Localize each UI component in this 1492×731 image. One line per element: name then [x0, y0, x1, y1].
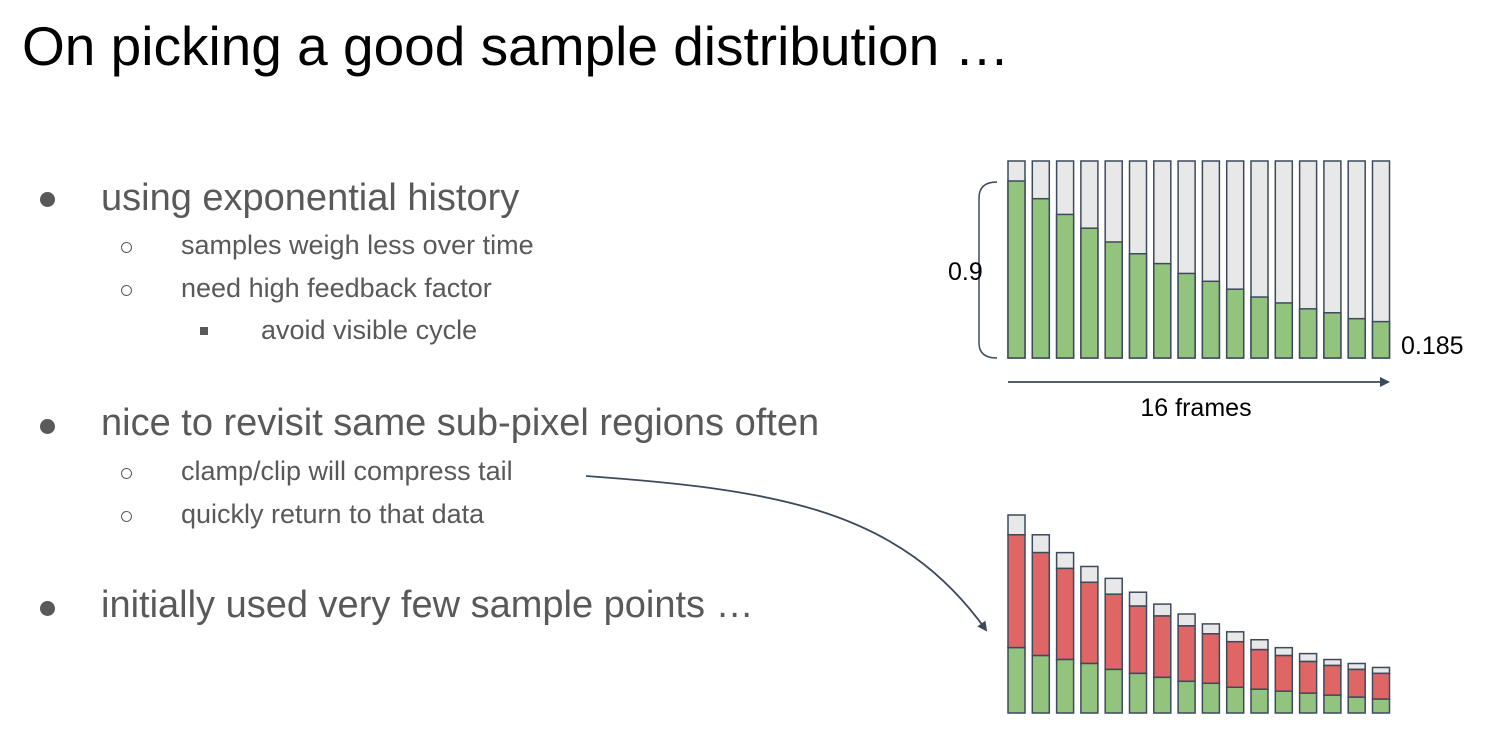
top-bar-chart	[1007, 160, 1391, 359]
bar-remaining	[1177, 613, 1196, 627]
bullet-text: initially used very few sample points …	[101, 584, 754, 626]
bar-weight	[1298, 692, 1318, 714]
bar-clipped	[1055, 567, 1075, 661]
bar-clipped	[1177, 625, 1196, 683]
bullet-dot-icon	[37, 598, 57, 618]
bar-clipped	[1153, 615, 1172, 679]
bottom-bar-chart	[1007, 514, 1391, 714]
bar-weight	[1031, 654, 1051, 714]
bar-weight	[1347, 317, 1366, 359]
bar-weight	[1274, 690, 1294, 714]
bar-remaining	[1371, 666, 1391, 675]
bullet-text: samples weigh less over time	[181, 230, 534, 260]
frames-axis-label: 16 frames	[1140, 394, 1251, 422]
bullet-dot-icon	[37, 416, 57, 436]
bar-remaining	[1153, 603, 1172, 617]
bar-weight	[1007, 646, 1026, 714]
bar-remaining	[1250, 638, 1269, 651]
bar-remaining	[1347, 662, 1366, 671]
top-end-label: 0.185	[1401, 332, 1464, 360]
bar-weight	[1250, 296, 1269, 359]
bar-clipped	[1323, 664, 1342, 696]
bar-weight	[1031, 197, 1051, 359]
bar-clipped	[1128, 605, 1148, 675]
bullet-square-icon	[199, 326, 209, 336]
bar-weight	[1080, 227, 1099, 359]
bar-clipped	[1371, 672, 1391, 700]
bar-weight	[1128, 672, 1148, 714]
bar-weight	[1371, 320, 1391, 359]
bar-weight	[1323, 312, 1342, 359]
top-start-label: 0.9	[948, 258, 983, 286]
bullet-dot-icon	[37, 189, 57, 209]
bar-clipped	[1031, 551, 1051, 657]
bullet-text: using exponential history	[101, 177, 520, 219]
bar-remaining	[1080, 565, 1099, 584]
slide-title: On picking a good sample distribution …	[22, 15, 1010, 77]
bar-weight	[1153, 676, 1172, 714]
bar-weight	[1128, 253, 1148, 359]
compress-tail-arrow	[585, 475, 988, 632]
bar-weight	[1104, 668, 1123, 714]
bar-remaining	[1274, 646, 1294, 657]
bar-weight	[1055, 213, 1075, 359]
bullet-text: quickly return to that data	[181, 499, 485, 529]
bar-weight	[1177, 272, 1196, 359]
bullet-text: avoid visible cycle	[261, 315, 478, 345]
bullet-list: using exponential history samples weigh …	[37, 177, 820, 626]
bullet-circle-icon	[119, 466, 133, 480]
bar-weight	[1080, 662, 1099, 714]
bar-weight	[1104, 241, 1123, 359]
bracket-icon	[978, 181, 998, 359]
bar-remaining	[1323, 658, 1342, 667]
bar-remaining	[1031, 534, 1051, 554]
bar-weight	[1323, 694, 1342, 714]
bar-weight	[1298, 308, 1318, 359]
bar-weight	[1274, 302, 1294, 359]
bar-weight	[1007, 180, 1026, 359]
bullet-text: clamp/clip will compress tail	[181, 456, 513, 486]
bar-weight	[1225, 686, 1245, 714]
bar-weight	[1177, 680, 1196, 714]
bar-clipped	[1250, 648, 1269, 690]
bar-clipped	[1347, 668, 1366, 698]
bar-weight	[1201, 280, 1221, 359]
bar-clipped	[1104, 593, 1123, 671]
bar-weight	[1371, 698, 1391, 714]
bar-remaining	[1055, 551, 1075, 570]
bar-clipped	[1201, 633, 1221, 685]
bar-weight	[1153, 262, 1172, 359]
bullet-circle-icon	[119, 240, 133, 254]
bar-weight	[1250, 688, 1269, 714]
bar-clipped	[1225, 640, 1245, 689]
bar-remaining	[1225, 631, 1245, 643]
bar-weight	[1347, 696, 1366, 714]
bar-clipped	[1080, 581, 1099, 665]
bar-remaining	[1007, 514, 1026, 536]
bar-clipped	[1274, 654, 1294, 692]
bar-remaining	[1104, 577, 1123, 595]
bar-remaining	[1128, 591, 1148, 607]
bar-weight	[1055, 658, 1075, 714]
bar-clipped	[1298, 660, 1318, 694]
bar-weight	[1201, 682, 1221, 714]
bar-clipped	[1007, 534, 1026, 649]
bar-remaining	[1298, 652, 1318, 663]
bullet-text: nice to revisit same sub-pixel regions o…	[101, 402, 820, 444]
bullet-circle-icon	[119, 509, 133, 523]
bullet-text: need high feedback factor	[181, 273, 492, 303]
bar-weight	[1225, 288, 1245, 359]
bar-remaining	[1201, 623, 1221, 635]
bullet-circle-icon	[119, 283, 133, 297]
